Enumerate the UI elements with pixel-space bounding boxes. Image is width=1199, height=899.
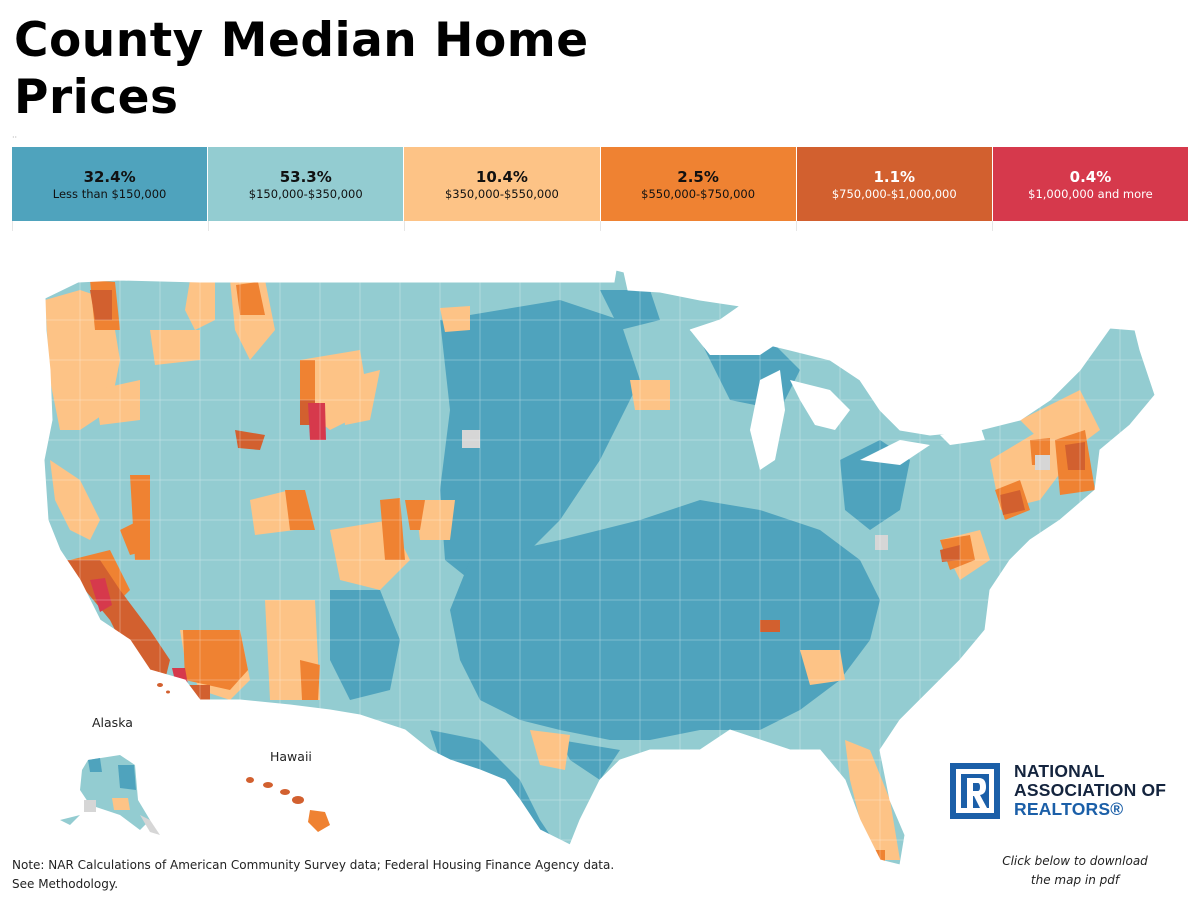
legend-range: $150,000-$350,000	[248, 186, 363, 201]
alaska-inset[interactable]	[60, 755, 160, 835]
hawaii-label: Hawaii	[270, 749, 312, 764]
legend-bin-3[interactable]: 10.4% $350,000-$550,000	[404, 147, 601, 221]
download-pdf-prompt[interactable]: Click below to download the map in pdf	[990, 852, 1160, 890]
page-title: County Median Home Prices	[14, 13, 589, 125]
legend-caption-marker: ··	[12, 133, 18, 142]
legend-percent: 10.4%	[475, 167, 528, 186]
methodology-link[interactable]: See Methodology.	[12, 877, 119, 891]
legend-bin-4[interactable]: 2.5% $550,000-$750,000	[600, 147, 797, 221]
channel-islands	[157, 683, 170, 694]
logo-line-2: ASSOCIATION OF	[1014, 780, 1167, 800]
legend-percent: 0.4%	[1069, 167, 1112, 186]
legend-range: $350,000-$550,000	[444, 186, 559, 201]
nar-logo[interactable]: NATIONAL ASSOCIATION OF REALTORS®	[950, 762, 1166, 819]
legend-percent: 53.3%	[279, 167, 332, 186]
hawaii-inset[interactable]	[246, 777, 330, 832]
legend-range: $550,000-$750,000	[641, 186, 756, 201]
legend-gridlines	[12, 221, 1188, 231]
legend-range: $750,000-$1,000,000	[831, 186, 957, 201]
county-choropleth-map[interactable]	[0, 260, 1199, 880]
legend-percent: 1.1%	[873, 167, 916, 186]
realtor-r-icon	[950, 762, 1000, 819]
logo-line-1: NATIONAL	[1014, 761, 1105, 781]
logo-line-3: REALTORS®	[1014, 799, 1124, 819]
legend-percent: 32.4%	[83, 167, 136, 186]
legend-bin-6[interactable]: 0.4% $1,000,000 and more	[992, 147, 1189, 221]
price-legend: 32.4% Less than $150,000 53.3% $150,000-…	[12, 147, 1189, 221]
download-line-1: Click below to download	[1002, 854, 1148, 868]
legend-range: Less than $150,000	[52, 186, 167, 201]
legend-bin-2[interactable]: 53.3% $150,000-$350,000	[208, 147, 405, 221]
us-outline	[43, 269, 1156, 866]
legend-percent: 2.5%	[677, 167, 719, 186]
alaska-label: Alaska	[92, 715, 133, 730]
download-line-2: the map in pdf	[1030, 873, 1120, 887]
legend-bin-5[interactable]: 1.1% $750,000-$1,000,000	[796, 147, 993, 221]
legend-range: $1,000,000 and more	[1028, 186, 1153, 201]
legend-bin-1[interactable]: 32.4% Less than $150,000	[12, 147, 209, 221]
source-note: Note: NAR Calculations of American Commu…	[12, 856, 614, 894]
source-note-line-1: Note: NAR Calculations of American Commu…	[12, 858, 615, 872]
